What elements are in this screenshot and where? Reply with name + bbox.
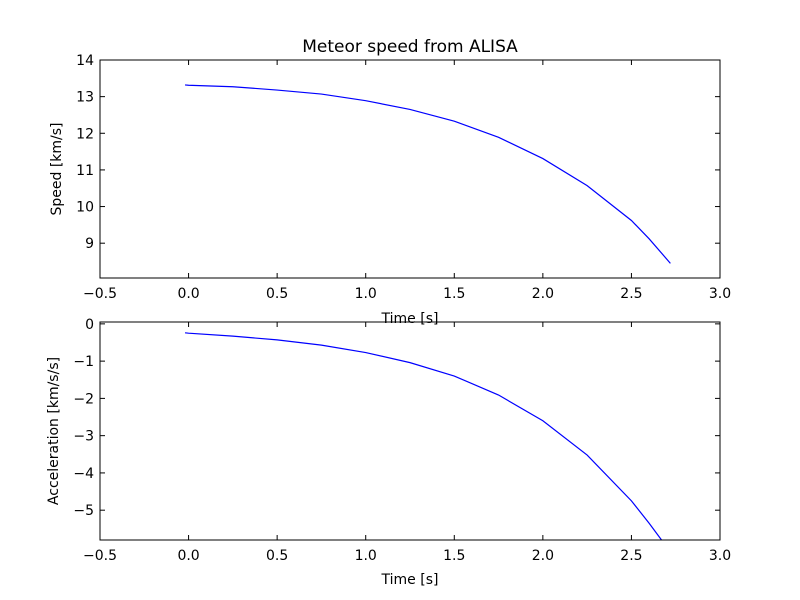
speed-plot-frame: [99, 59, 721, 279]
speed-y-axis-label: Speed [km/s]: [49, 122, 65, 215]
chart-title: Meteor speed from ALISA: [302, 37, 518, 57]
acceleration-series-line: [184, 332, 663, 540]
speed-x-tick-label: 2.0: [532, 286, 554, 302]
acceleration-plot-frame: [99, 321, 721, 541]
speed-x-tick-label: −0.5: [83, 286, 117, 302]
speed-x-tick-label: 1.0: [355, 286, 377, 302]
speed-y-tick-label: 11: [76, 163, 94, 179]
acceleration-x-tick-label: 1.5: [443, 548, 465, 564]
speed-y-tick-label: 13: [76, 90, 94, 106]
acceleration-y-tick-label: −3: [73, 429, 94, 445]
speed-x-tick-label: 0.5: [266, 286, 288, 302]
acceleration-x-tick-label: 2.5: [620, 548, 642, 564]
acceleration-subplot: −0.5 0.0 0.5 1.0 1.5 2.0 2.5 3.0 0 −1 −2 −3 −4 −5 Tim…: [46, 317, 731, 588]
acceleration-x-tick-label: 3.0: [709, 548, 731, 564]
speed-x-tick-label: 3.0: [709, 286, 731, 302]
acceleration-series-group: [184, 332, 663, 540]
acceleration-y-axis-label: Acceleration [km/s/s]: [46, 357, 62, 505]
speed-y-tick-label: 12: [76, 126, 94, 142]
acceleration-y-tick-label: 0: [85, 317, 94, 333]
speed-subplot: −0.5 0.0 0.5 1.0 1.5 2.0 2.5 3.0 9 10 11 12 13 14 Met…: [49, 37, 731, 327]
acceleration-y-tick-label: −1: [73, 354, 94, 370]
speed-series-line: [184, 84, 671, 264]
speed-x-tick-label: 0.0: [177, 286, 199, 302]
speed-x-axis-label: Time [s]: [381, 311, 439, 327]
speed-tick-group: −0.5 0.0 0.5 1.0 1.5 2.0 2.5 3.0 9 10 11 12 13 14: [76, 53, 731, 302]
speed-y-tick-label: 10: [76, 200, 94, 216]
speed-x-tick-label: 1.5: [443, 286, 465, 302]
acceleration-y-tick-label: −5: [73, 503, 94, 519]
acceleration-x-tick-label: 2.0: [532, 548, 554, 564]
speed-series-group: [184, 84, 671, 264]
acceleration-x-tick-label: 1.0: [355, 548, 377, 564]
speed-y-tick-label: 9: [85, 236, 94, 252]
acceleration-x-tick-label: 0.5: [266, 548, 288, 564]
acceleration-x-axis-label: Time [s]: [381, 572, 439, 588]
acceleration-y-tick-label: −2: [73, 391, 94, 407]
acceleration-y-tick-label: −4: [73, 466, 94, 482]
acceleration-x-tick-label: −0.5: [83, 548, 117, 564]
acceleration-x-tick-label: 0.0: [177, 548, 199, 564]
speed-x-tick-label: 2.5: [620, 286, 642, 302]
acceleration-tick-group: −0.5 0.0 0.5 1.0 1.5 2.0 2.5 3.0 0 −1 −2 −3 −4 −5: [73, 317, 731, 564]
speed-y-tick-label: 14: [76, 53, 94, 69]
